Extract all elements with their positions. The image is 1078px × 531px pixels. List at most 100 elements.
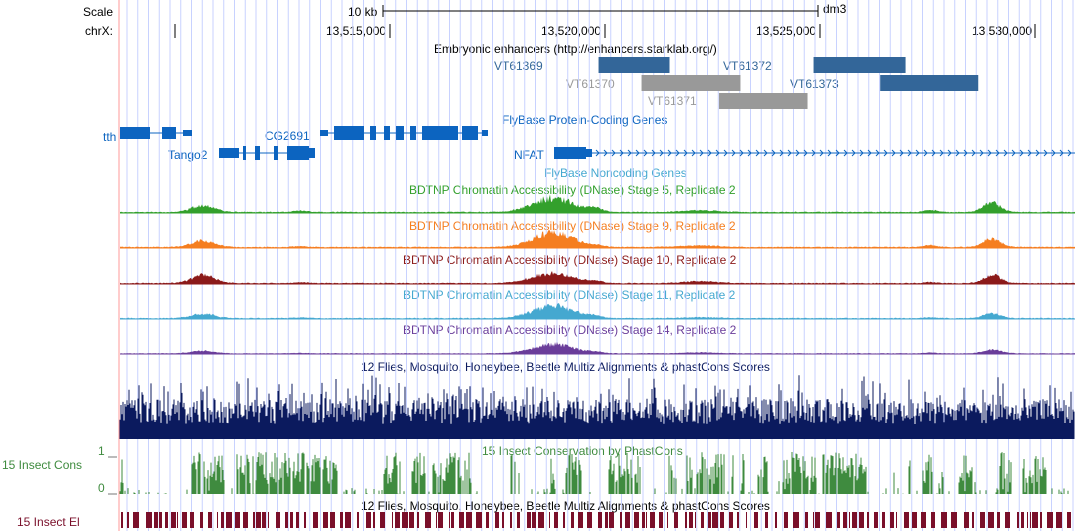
conserved-element[interactable]: [941, 512, 947, 528]
conserved-element[interactable]: [775, 512, 777, 528]
conserved-element[interactable]: [510, 512, 512, 528]
gene-label-nfat[interactable]: NFAT: [514, 148, 544, 162]
gene-cg2691-exon[interactable]: [320, 130, 328, 136]
conserved-element[interactable]: [793, 512, 799, 528]
conserved-element[interactable]: [296, 512, 299, 528]
conserved-element[interactable]: [436, 512, 437, 528]
conserved-element[interactable]: [268, 512, 269, 528]
conserved-element[interactable]: [689, 512, 693, 528]
gene-cg2691-exon[interactable]: [370, 126, 376, 140]
conserved-element[interactable]: [486, 512, 489, 528]
conserved-element[interactable]: [598, 512, 602, 528]
enhancers-track-title[interactable]: Embryonic enhancers (http://enhancers.st…: [434, 42, 717, 56]
conserved-element[interactable]: [476, 512, 482, 528]
conserved-element[interactable]: [402, 512, 408, 528]
gene-label-tango2[interactable]: Tango2: [168, 148, 208, 162]
gene-cg2691-exon[interactable]: [482, 130, 488, 136]
conserved-element[interactable]: [154, 512, 158, 528]
enhancer-vt61371[interactable]: [718, 93, 808, 109]
conserved-element[interactable]: [659, 512, 663, 528]
dnase-signal-stage-1[interactable]: [120, 229, 1075, 248]
conserved-element[interactable]: [1047, 512, 1053, 528]
enhancer-vt61372[interactable]: [813, 57, 906, 73]
gene-cg2691-exon[interactable]: [396, 126, 404, 140]
conserved-element[interactable]: [849, 512, 850, 528]
conserved-element[interactable]: [997, 512, 1000, 528]
gene-tango2-exon[interactable]: [243, 146, 246, 160]
enhancer-label-vt61372[interactable]: VT61372: [723, 59, 772, 73]
gene-cg2691-exon[interactable]: [422, 126, 458, 140]
conserved-element[interactable]: [357, 512, 359, 528]
conserved-element[interactable]: [1021, 512, 1024, 528]
phastcons-side-label[interactable]: 15 Insect Cons: [2, 458, 83, 472]
conserved-element[interactable]: [253, 512, 255, 528]
conserved-element[interactable]: [921, 512, 926, 528]
conserved-element[interactable]: [701, 512, 704, 528]
conserved-element[interactable]: [1017, 512, 1019, 528]
conserved-element[interactable]: [449, 512, 450, 528]
gene-tango2-exon[interactable]: [219, 148, 239, 158]
conserved-element[interactable]: [605, 512, 608, 528]
conserved-element[interactable]: [171, 512, 176, 528]
conserved-element[interactable]: [256, 512, 261, 528]
conserved-element[interactable]: [1067, 512, 1071, 528]
conserved-element[interactable]: [674, 512, 678, 528]
multiz-track-title[interactable]: 12 Flies, Mosquito, Honeybee, Beetle Mul…: [361, 360, 770, 374]
conserved-element[interactable]: [746, 512, 747, 528]
gene-label-tth[interactable]: tth: [103, 130, 117, 144]
conserved-element[interactable]: [578, 512, 583, 528]
conserved-element[interactable]: [290, 512, 293, 528]
conserved-element[interactable]: [563, 512, 565, 528]
conserved-element[interactable]: [235, 512, 240, 528]
conserved-element[interactable]: [538, 512, 544, 528]
conserved-element[interactable]: [221, 512, 224, 528]
dnase-stage11-title[interactable]: BDTNP Chromatin Accessibility (DNase) St…: [403, 288, 736, 302]
conserved-element[interactable]: [972, 512, 974, 528]
conserved-element[interactable]: [805, 512, 808, 528]
conserved-element[interactable]: [182, 512, 187, 528]
gene-cg2691-exon[interactable]: [462, 126, 478, 140]
conserved-element[interactable]: [502, 512, 504, 528]
conserved-element[interactable]: [1027, 512, 1028, 528]
conserved-element[interactable]: [243, 512, 248, 528]
conserved-element[interactable]: [890, 512, 894, 528]
gene-tango2-exon[interactable]: [309, 148, 315, 158]
gene-tango2-exon[interactable]: [255, 146, 260, 160]
gene-tango2-exon[interactable]: [287, 146, 309, 160]
conserved-element[interactable]: [980, 512, 985, 528]
conserved-element[interactable]: [813, 512, 814, 528]
conserved-element[interactable]: [754, 512, 758, 528]
conserved-element[interactable]: [177, 512, 178, 528]
gene-cg2691-exon[interactable]: [384, 126, 390, 140]
conserved-element[interactable]: [1005, 512, 1010, 528]
conserved-element[interactable]: [826, 512, 832, 528]
conserved-element[interactable]: [852, 512, 857, 528]
dnase-stage14-title[interactable]: BDTNP Chromatin Accessibility (DNase) St…: [403, 323, 737, 337]
conserved-element[interactable]: [159, 512, 162, 528]
conserved-element[interactable]: [1030, 512, 1031, 528]
conserved-element[interactable]: [451, 512, 454, 528]
conserved-element[interactable]: [459, 512, 464, 528]
conserved-element[interactable]: [373, 512, 375, 528]
gene-tango2-exon[interactable]: [274, 146, 278, 160]
conserved-element[interactable]: [837, 512, 840, 528]
gene-nfat-exon[interactable]: [586, 149, 592, 157]
conserved-element[interactable]: [882, 512, 885, 528]
enhancer-vt61369[interactable]: [598, 57, 670, 73]
conserved-element[interactable]: [366, 512, 371, 528]
conserved-element[interactable]: [667, 512, 668, 528]
conserved-element[interactable]: [313, 512, 318, 528]
conserved-element[interactable]: [867, 512, 869, 528]
conserved-element[interactable]: [1032, 512, 1038, 528]
enhancer-vt61373[interactable]: [880, 75, 979, 91]
enhancer-label-vt61371[interactable]: VT61371: [648, 94, 697, 108]
conserved-element[interactable]: [146, 512, 152, 528]
enhancer-vt61370[interactable]: [641, 75, 741, 91]
conserved-element[interactable]: [345, 512, 351, 528]
conserved-element[interactable]: [1056, 512, 1062, 528]
conserved-element[interactable]: [695, 512, 696, 528]
conserved-element[interactable]: [720, 512, 724, 528]
conserved-element[interactable]: [466, 512, 472, 528]
